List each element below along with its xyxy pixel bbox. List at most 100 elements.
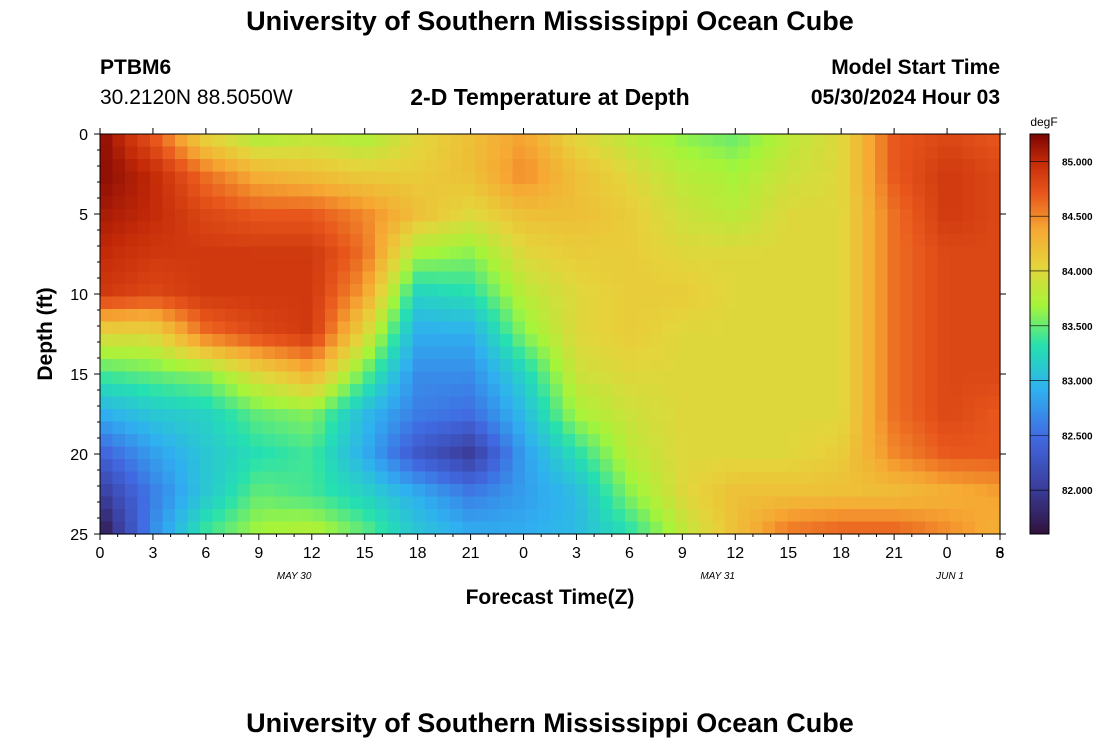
- heatmap-cell: [950, 521, 964, 535]
- heatmap-cell: [450, 496, 464, 510]
- heatmap-cell: [687, 196, 701, 210]
- heatmap-cell: [962, 421, 976, 435]
- heatmap-cell: [787, 346, 801, 360]
- station-coords: 30.2120N 88.5050W: [100, 86, 293, 109]
- heatmap-cell: [437, 134, 451, 148]
- heatmap-cell: [362, 259, 376, 273]
- heatmap-cell: [137, 321, 151, 335]
- heatmap-cell: [775, 334, 789, 348]
- heatmap-cell: [250, 334, 264, 348]
- heatmap-cell: [500, 496, 514, 510]
- heatmap-cell: [237, 496, 251, 510]
- heatmap-cell: [612, 221, 626, 235]
- heatmap-cell: [900, 471, 914, 485]
- heatmap-cell: [662, 509, 676, 523]
- heatmap-cell: [962, 496, 976, 510]
- heatmap-cell: [450, 184, 464, 198]
- heatmap-cell: [525, 171, 539, 185]
- heatmap-cell: [300, 146, 314, 160]
- heatmap-cell: [612, 234, 626, 248]
- heatmap-cell: [150, 196, 164, 210]
- heatmap-cell: [675, 434, 689, 448]
- heatmap-cell: [362, 321, 376, 335]
- heatmap-cell: [662, 159, 676, 173]
- heatmap-cell: [250, 509, 264, 523]
- heatmap-cell: [200, 471, 214, 485]
- heatmap-cell: [212, 384, 226, 398]
- heatmap-cell: [712, 396, 726, 410]
- heatmap-cell: [562, 521, 576, 535]
- heatmap-cell: [600, 309, 614, 323]
- heatmap-cell: [225, 309, 239, 323]
- heatmap-cell: [162, 284, 176, 298]
- heatmap-cell: [187, 321, 201, 335]
- heatmap-cell: [812, 271, 826, 285]
- heatmap-cell: [125, 346, 139, 360]
- heatmap-cell: [112, 484, 126, 498]
- heatmap-cell: [750, 371, 764, 385]
- heatmap-cell: [300, 159, 314, 173]
- heatmap-cell: [137, 396, 151, 410]
- heatmap-cell: [450, 409, 464, 423]
- heatmap-cell: [812, 471, 826, 485]
- heatmap-cell: [800, 184, 814, 198]
- heatmap-cell: [962, 234, 976, 248]
- heatmap-cell: [100, 321, 114, 335]
- heatmap-cell: [225, 196, 239, 210]
- heatmap-cell: [887, 159, 901, 173]
- heatmap-cell: [900, 359, 914, 373]
- heatmap-cell: [437, 271, 451, 285]
- heatmap-cell: [862, 296, 876, 310]
- heatmap-cell: [312, 246, 326, 260]
- heatmap-cell: [125, 434, 139, 448]
- heatmap-cell: [175, 171, 189, 185]
- heatmap-cell: [562, 409, 576, 423]
- heatmap-cell: [250, 371, 264, 385]
- heatmap-cell: [550, 334, 564, 348]
- heatmap-cell: [325, 334, 339, 348]
- heatmap-cell: [637, 196, 651, 210]
- heatmap-cell: [887, 484, 901, 498]
- heatmap-cell: [825, 409, 839, 423]
- heatmap-cell: [612, 171, 626, 185]
- heatmap-cell: [587, 309, 601, 323]
- heatmap-cell: [350, 309, 364, 323]
- heatmap-cell: [562, 134, 576, 148]
- heatmap-cell: [987, 446, 1001, 460]
- heatmap-cell: [387, 171, 401, 185]
- heatmap-cell: [225, 384, 239, 398]
- heatmap-cell: [912, 334, 926, 348]
- heatmap-cell: [937, 209, 951, 223]
- heatmap-cell: [250, 309, 264, 323]
- heatmap-cell: [837, 234, 851, 248]
- heatmap-cell: [125, 309, 139, 323]
- date-label: MAY 30: [277, 571, 312, 582]
- heatmap-cell: [700, 359, 714, 373]
- heatmap-cell: [537, 346, 551, 360]
- heatmap-cell: [912, 259, 926, 273]
- heatmap-cell: [150, 346, 164, 360]
- heatmap-cell: [675, 334, 689, 348]
- heatmap-cell: [600, 359, 614, 373]
- heatmap-cell: [100, 421, 114, 435]
- heatmap-cell: [237, 434, 251, 448]
- heatmap-cell: [787, 196, 801, 210]
- heatmap-cell: [200, 521, 214, 535]
- heatmap-cell: [425, 484, 439, 498]
- heatmap-cell: [800, 459, 814, 473]
- heatmap-cell: [962, 196, 976, 210]
- heatmap-cell: [187, 371, 201, 385]
- heatmap-cell: [900, 371, 914, 385]
- heatmap-cell: [362, 196, 376, 210]
- heatmap-cell: [987, 396, 1001, 410]
- heatmap-cell: [412, 296, 426, 310]
- heatmap-cell: [112, 384, 126, 398]
- heatmap-cell: [862, 421, 876, 435]
- heatmap-cell: [387, 421, 401, 435]
- heatmap-cell: [962, 396, 976, 410]
- heatmap-cell: [525, 184, 539, 198]
- heatmap-cell: [400, 459, 414, 473]
- heatmap-cell: [387, 359, 401, 373]
- heatmap-cell: [637, 446, 651, 460]
- heatmap-cell: [887, 409, 901, 423]
